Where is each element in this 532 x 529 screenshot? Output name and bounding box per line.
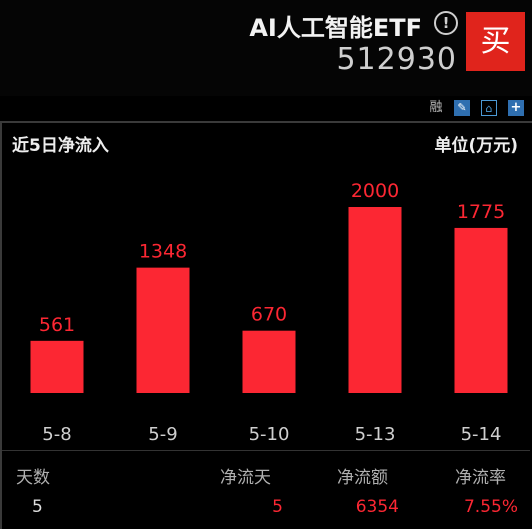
stats-header-inflow-days: 净流天 <box>220 468 271 488</box>
stats-header-days: 天数 <box>16 468 50 488</box>
bar-5-9 <box>136 267 190 393</box>
bar-value-label-5-10: 670 <box>251 304 287 326</box>
add-icon[interactable]: + <box>508 100 524 116</box>
bar-5-10 <box>242 330 296 393</box>
net-inflow-panel: 近5日净流入 单位(万元) <box>0 121 532 529</box>
bar-5-8 <box>30 340 84 393</box>
stats-header-net-amount: 净流额 <box>337 468 388 488</box>
unit-label: 单位(万元) <box>434 136 518 156</box>
margin-trading-button[interactable]: 融 <box>429 100 443 115</box>
toolbar: 融 ✎ ⌂ + <box>0 100 532 120</box>
x-tick-label-5-10: 5-10 <box>249 424 290 445</box>
fund-name: AI人工智能ETF <box>249 14 422 42</box>
stats-divider <box>2 450 530 451</box>
stats-header-net-rate: 净流率 <box>455 468 506 488</box>
info-icon[interactable]: ! <box>434 11 458 35</box>
x-tick-label-5-14: 5-14 <box>461 424 502 445</box>
x-tick-label-5-13: 5-13 <box>355 424 396 445</box>
stats-value-days: 5 <box>32 497 43 517</box>
stats-value-inflow-days: 5 <box>272 497 283 517</box>
bar-value-label-5-9: 1348 <box>139 241 187 263</box>
x-tick-label-5-8: 5-8 <box>42 424 71 445</box>
fund-code: 512930 <box>336 42 457 77</box>
stats-value-net-amount: 6354 <box>355 497 399 517</box>
edit-icon[interactable]: ✎ <box>454 100 470 116</box>
x-tick-label-5-9: 5-9 <box>148 424 177 445</box>
fund-header: AI人工智能ETF ! 512930 买 <box>0 0 532 96</box>
alert-bell-icon[interactable]: ⌂ <box>481 100 497 116</box>
bar-value-label-5-8: 561 <box>39 314 75 336</box>
panel-title: 近5日净流入 <box>12 136 109 156</box>
net-inflow-bar-chart: 561 5-8 1348 5-9 670 5-10 2000 5-13 1775 5-14 <box>30 180 508 445</box>
buy-button[interactable]: 买 <box>466 12 525 71</box>
bar-5-13 <box>348 207 402 393</box>
stats-value-net-rate: 7.55% <box>463 497 518 517</box>
bar-5-14 <box>454 227 508 393</box>
bar-value-label-5-14: 1775 <box>457 201 505 223</box>
bar-value-label-5-13: 2000 <box>351 180 399 202</box>
